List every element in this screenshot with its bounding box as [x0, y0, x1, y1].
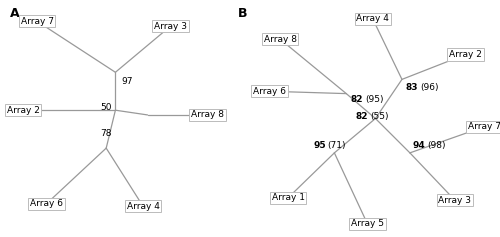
Text: Array 7: Array 7 — [468, 122, 500, 131]
Text: Array 8: Array 8 — [191, 110, 224, 119]
Text: B: B — [238, 7, 247, 20]
Text: Array 7: Array 7 — [20, 17, 54, 26]
Text: 50: 50 — [100, 103, 112, 112]
Text: Array 8: Array 8 — [264, 35, 296, 44]
Text: (95): (95) — [365, 95, 384, 104]
Text: 97: 97 — [121, 77, 132, 86]
Text: (55): (55) — [370, 112, 388, 121]
Text: Array 1: Array 1 — [272, 193, 304, 202]
Text: (71): (71) — [328, 141, 346, 150]
Text: 82: 82 — [350, 95, 363, 104]
Text: 82: 82 — [356, 112, 368, 121]
Text: Array 2: Array 2 — [7, 106, 40, 115]
Text: A: A — [10, 7, 19, 20]
Text: Array 2: Array 2 — [449, 50, 482, 59]
Text: Array 5: Array 5 — [351, 219, 384, 228]
Text: 95: 95 — [313, 141, 326, 150]
Text: (96): (96) — [420, 83, 439, 92]
Text: Array 4: Array 4 — [126, 202, 160, 211]
Text: (98): (98) — [427, 141, 446, 150]
Text: Array 6: Array 6 — [30, 199, 63, 208]
Text: Array 6: Array 6 — [253, 87, 286, 96]
Text: Array 3: Array 3 — [438, 196, 472, 205]
Text: 78: 78 — [100, 129, 112, 138]
Text: Array 3: Array 3 — [154, 22, 187, 31]
Text: Array 4: Array 4 — [356, 14, 389, 23]
Text: 94: 94 — [412, 141, 426, 150]
Text: 83: 83 — [406, 83, 418, 92]
